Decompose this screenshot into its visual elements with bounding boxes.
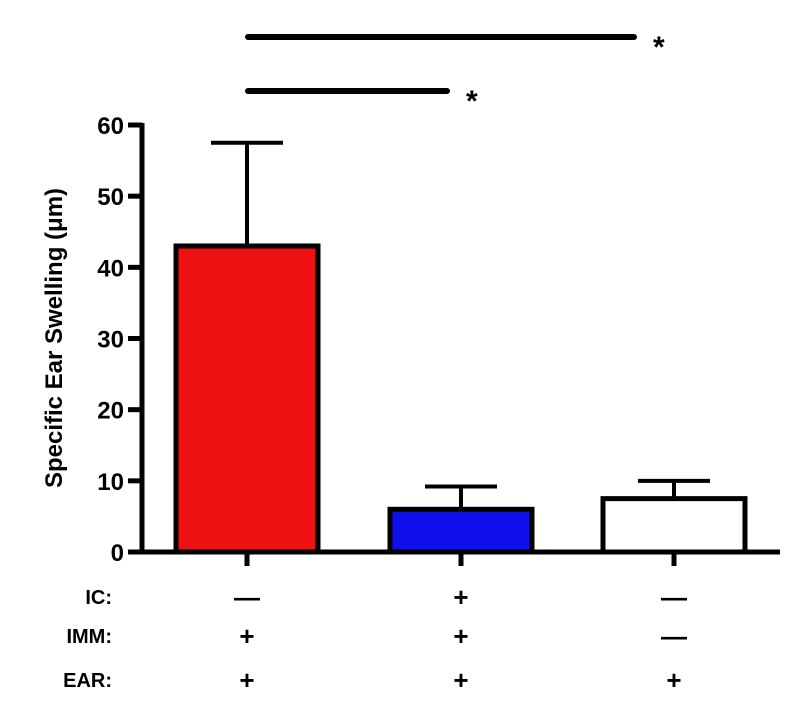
- condition-mark: +: [666, 665, 681, 695]
- y-tick-label: 30: [97, 327, 124, 354]
- condition-mark: +: [239, 621, 254, 651]
- condition-mark: +: [239, 665, 254, 695]
- y-tick-label: 0: [111, 540, 124, 567]
- y-tick-label: 40: [97, 255, 124, 282]
- significance-star: *: [466, 85, 478, 118]
- significance-star: *: [653, 31, 665, 64]
- y-tick-label: 60: [97, 113, 124, 140]
- y-tick-label: 50: [97, 184, 124, 211]
- condition-mark: —: [661, 621, 687, 651]
- condition-row-label: IC:: [85, 587, 112, 609]
- bar: [387, 506, 535, 555]
- y-tick-label: 20: [97, 398, 124, 425]
- condition-mark: —: [661, 582, 687, 612]
- bar: [600, 496, 748, 555]
- condition-row-label: EAR:: [63, 670, 112, 692]
- condition-row-label: IMM:: [66, 626, 112, 648]
- condition-mark: +: [453, 621, 468, 651]
- condition-mark: +: [453, 582, 468, 612]
- condition-mark: +: [453, 665, 468, 695]
- y-axis-label: Specific Ear Swelling (μm): [41, 188, 68, 488]
- condition-mark: —: [234, 582, 260, 612]
- y-tick-label: 10: [97, 469, 124, 496]
- bar: [173, 243, 321, 555]
